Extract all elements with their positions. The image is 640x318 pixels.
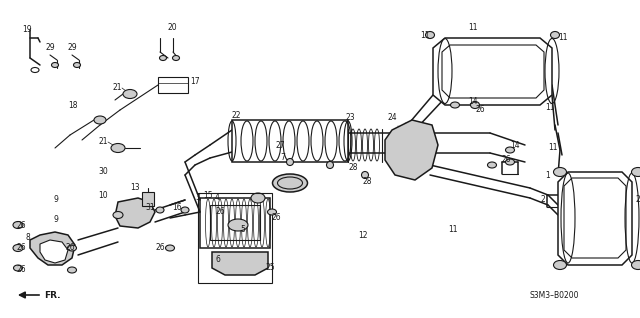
- Text: 31: 31: [145, 204, 155, 212]
- Bar: [210, 205, 260, 240]
- Ellipse shape: [113, 211, 123, 218]
- Text: 26: 26: [17, 220, 26, 230]
- Text: 21: 21: [113, 84, 122, 93]
- Ellipse shape: [554, 260, 566, 269]
- Ellipse shape: [550, 31, 559, 38]
- Text: 15: 15: [203, 190, 212, 199]
- Bar: [142, 192, 154, 206]
- Ellipse shape: [326, 162, 333, 169]
- Bar: [198, 193, 272, 283]
- Polygon shape: [558, 172, 632, 265]
- Text: 30: 30: [99, 168, 108, 176]
- Text: 18: 18: [68, 100, 78, 109]
- Ellipse shape: [67, 267, 77, 273]
- Ellipse shape: [181, 207, 189, 213]
- Ellipse shape: [159, 56, 166, 60]
- Text: 3: 3: [195, 193, 200, 203]
- Ellipse shape: [632, 168, 640, 176]
- Ellipse shape: [74, 63, 81, 67]
- Text: 17: 17: [190, 78, 200, 86]
- Text: 23: 23: [345, 114, 355, 122]
- Text: 4: 4: [215, 193, 220, 203]
- Ellipse shape: [51, 63, 58, 67]
- Bar: [158, 77, 188, 93]
- Text: 8: 8: [25, 233, 30, 243]
- Text: 20: 20: [167, 24, 177, 32]
- Polygon shape: [433, 38, 552, 105]
- Ellipse shape: [362, 171, 369, 178]
- Text: FR.: FR.: [44, 291, 61, 300]
- Text: 11: 11: [448, 225, 458, 234]
- Ellipse shape: [488, 162, 497, 168]
- Ellipse shape: [506, 147, 515, 153]
- Ellipse shape: [506, 159, 515, 165]
- Ellipse shape: [451, 102, 460, 108]
- Ellipse shape: [123, 89, 137, 99]
- Ellipse shape: [268, 209, 276, 215]
- Text: 24: 24: [388, 114, 397, 122]
- Polygon shape: [40, 240, 68, 263]
- Text: 11: 11: [558, 33, 568, 43]
- Text: S3M3–B0200: S3M3–B0200: [530, 291, 579, 300]
- Ellipse shape: [287, 158, 294, 165]
- Ellipse shape: [156, 207, 164, 213]
- Text: 9: 9: [53, 216, 58, 225]
- Text: 25: 25: [265, 264, 275, 273]
- Ellipse shape: [173, 56, 179, 60]
- Text: 19: 19: [22, 25, 31, 34]
- Text: 13: 13: [131, 183, 140, 192]
- Text: 6: 6: [215, 255, 220, 265]
- Polygon shape: [30, 232, 75, 265]
- Polygon shape: [212, 252, 268, 275]
- Ellipse shape: [228, 219, 248, 231]
- Text: 9: 9: [53, 196, 58, 204]
- Text: 21: 21: [99, 137, 108, 147]
- Ellipse shape: [554, 168, 566, 176]
- Text: 11: 11: [468, 24, 477, 32]
- Ellipse shape: [426, 31, 435, 38]
- Text: 26: 26: [215, 208, 225, 217]
- Text: 16: 16: [172, 204, 182, 212]
- Text: 26: 26: [17, 266, 26, 274]
- Text: 1: 1: [545, 170, 550, 179]
- Ellipse shape: [632, 260, 640, 269]
- Ellipse shape: [13, 245, 23, 252]
- Ellipse shape: [94, 116, 106, 124]
- Ellipse shape: [13, 222, 23, 229]
- Text: 10: 10: [99, 190, 108, 199]
- Polygon shape: [232, 120, 348, 162]
- Text: 2: 2: [635, 196, 640, 204]
- Ellipse shape: [67, 245, 77, 251]
- Text: 26: 26: [156, 244, 165, 252]
- Text: 29: 29: [68, 44, 77, 52]
- Text: 22: 22: [232, 110, 241, 120]
- Text: 11: 11: [545, 103, 555, 113]
- Text: 11: 11: [420, 31, 429, 39]
- Text: 12: 12: [358, 231, 367, 239]
- Polygon shape: [115, 198, 155, 228]
- Text: 29: 29: [45, 44, 54, 52]
- Ellipse shape: [251, 193, 265, 203]
- Ellipse shape: [273, 174, 307, 192]
- Text: 2: 2: [540, 196, 545, 204]
- Text: 26: 26: [272, 213, 282, 223]
- Ellipse shape: [13, 265, 22, 271]
- Text: 26: 26: [502, 156, 511, 164]
- Text: 28: 28: [349, 163, 358, 172]
- Ellipse shape: [111, 143, 125, 153]
- Text: 7: 7: [280, 154, 285, 162]
- Text: 26: 26: [475, 106, 484, 114]
- Text: 11: 11: [548, 143, 558, 153]
- Text: 5: 5: [240, 225, 245, 234]
- Text: 26: 26: [65, 244, 75, 252]
- Ellipse shape: [470, 101, 479, 108]
- Text: 14: 14: [468, 98, 477, 107]
- Text: 14: 14: [510, 141, 520, 149]
- Polygon shape: [385, 120, 438, 180]
- Text: 26: 26: [17, 244, 26, 252]
- Text: 27: 27: [275, 141, 285, 149]
- Ellipse shape: [166, 245, 175, 251]
- Bar: [200, 198, 270, 248]
- Text: 28: 28: [362, 177, 372, 186]
